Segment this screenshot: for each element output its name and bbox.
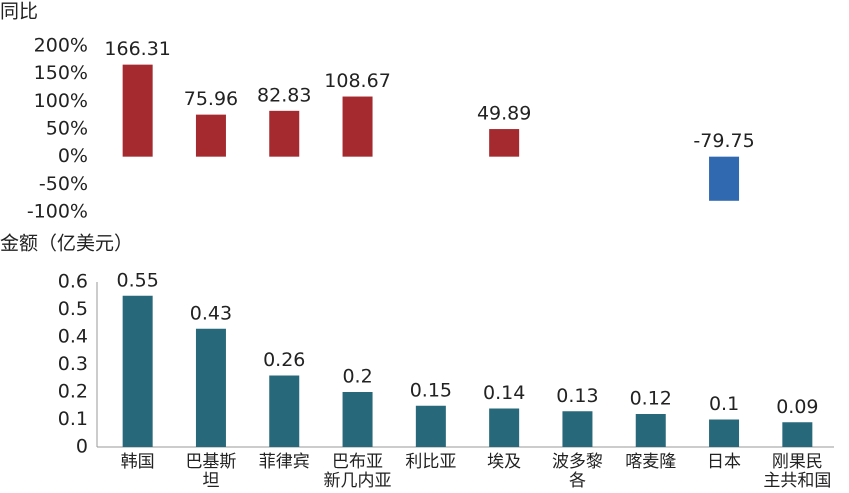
y-tick-label: 0.1 — [58, 408, 88, 430]
bar — [635, 414, 666, 447]
x-tick-label: 波多黎 各 — [551, 452, 603, 491]
y-tick-label: 0.3 — [58, 353, 88, 375]
bar — [122, 64, 153, 157]
bar — [489, 129, 520, 157]
y-tick-label: 0.6 — [58, 271, 88, 293]
value-label: 82.83 — [257, 84, 311, 106]
x-tick-label: 韩国 — [120, 452, 155, 472]
y-tick-label: 0.4 — [58, 326, 88, 348]
x-tick-label: 菲律宾 — [258, 452, 310, 472]
y-tick-label: 100% — [34, 90, 88, 112]
y-tick-label: 0.5 — [58, 298, 88, 320]
value-label: 0.2 — [342, 366, 372, 388]
bar — [489, 408, 520, 447]
value-label: 0.43 — [190, 302, 232, 324]
y-axis-label: 金额（亿美元） — [0, 233, 133, 255]
value-label: 0.12 — [630, 388, 672, 410]
value-label: 166.31 — [104, 38, 170, 60]
y-tick-label: 0% — [58, 145, 88, 167]
y-axis-label: 同比 — [0, 1, 38, 23]
y-tick-label: -100% — [27, 201, 88, 223]
value-label: 108.67 — [324, 70, 390, 92]
bar — [342, 392, 373, 447]
y-tick-label: 150% — [34, 62, 88, 84]
bar — [415, 405, 446, 447]
bar — [122, 295, 153, 447]
bar — [562, 411, 593, 447]
x-tick-label: 刚果民 主共和国 — [763, 452, 832, 491]
value-label: -79.75 — [693, 130, 754, 152]
x-tick-label: 巴布亚 新几内亚 — [323, 452, 392, 491]
value-label: 75.96 — [184, 88, 238, 110]
y-tick-label: 0.2 — [58, 381, 88, 403]
bar — [195, 114, 226, 157]
value-label: 0.09 — [776, 396, 818, 418]
y-tick-label: 50% — [46, 118, 88, 140]
bar — [782, 422, 813, 447]
value-label: 0.14 — [483, 382, 525, 404]
value-label: 0.15 — [410, 379, 452, 401]
x-tick-label: 巴基斯 坦 — [185, 452, 237, 491]
value-label: 0.55 — [116, 269, 158, 291]
value-label: 0.13 — [556, 385, 598, 407]
bar — [269, 110, 300, 157]
bar — [709, 156, 740, 201]
y-tick-label: 0 — [76, 436, 88, 458]
bar — [269, 375, 300, 447]
x-tick-label: 埃及 — [487, 452, 522, 472]
y-tick-label: 200% — [34, 35, 88, 57]
bar — [709, 419, 740, 447]
value-label: 49.89 — [477, 103, 531, 125]
y-tick-label: -50% — [39, 173, 88, 195]
value-label: 0.26 — [263, 349, 305, 371]
value-label: 0.1 — [709, 393, 739, 415]
bar — [342, 96, 373, 157]
x-tick-label: 喀麦隆 — [625, 452, 677, 472]
x-tick-label: 利比亚 — [405, 452, 457, 472]
bar — [195, 328, 226, 447]
x-tick-label: 日本 — [707, 452, 742, 472]
